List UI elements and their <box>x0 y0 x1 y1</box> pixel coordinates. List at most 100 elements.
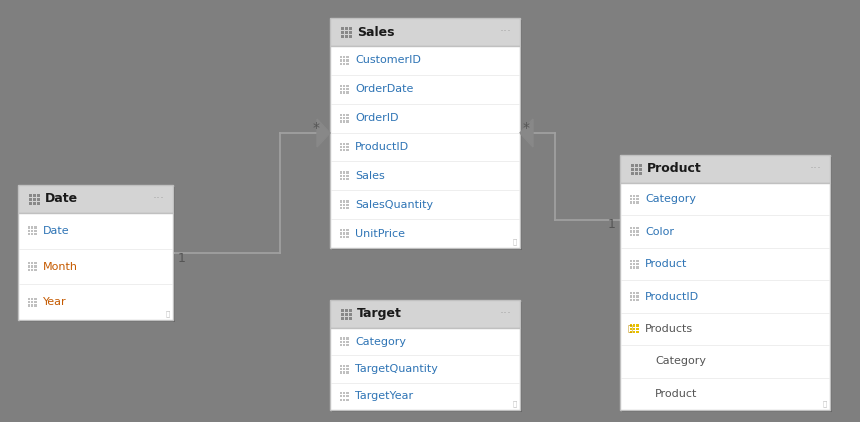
Bar <box>620 155 830 183</box>
Bar <box>341 308 343 311</box>
Bar <box>636 328 638 330</box>
Bar <box>34 230 36 232</box>
Bar <box>340 365 341 367</box>
Bar <box>347 371 348 373</box>
Bar <box>343 88 345 90</box>
Bar <box>341 316 343 319</box>
Bar <box>34 301 36 303</box>
Bar <box>630 260 632 262</box>
Bar <box>343 92 345 94</box>
Bar <box>340 85 341 87</box>
Bar <box>630 163 634 167</box>
Bar <box>348 35 352 38</box>
Bar <box>28 298 30 300</box>
Bar <box>636 263 638 265</box>
Bar <box>347 117 348 119</box>
Bar <box>347 149 348 151</box>
Bar <box>343 175 345 177</box>
Bar <box>340 171 341 174</box>
Bar <box>622 157 832 412</box>
Bar <box>36 197 40 200</box>
Text: ⚿: ⚿ <box>628 325 633 333</box>
Bar <box>347 229 348 231</box>
Bar <box>630 292 632 294</box>
Text: CustomerID: CustomerID <box>355 55 421 65</box>
Bar <box>34 304 36 307</box>
Bar <box>345 316 347 319</box>
Bar <box>28 194 32 197</box>
Text: ⌕: ⌕ <box>166 311 170 317</box>
Bar <box>340 233 341 235</box>
Bar <box>31 262 34 264</box>
Bar <box>28 226 30 229</box>
Polygon shape <box>317 119 330 147</box>
Bar <box>340 368 341 370</box>
Text: Sales: Sales <box>357 25 395 38</box>
Bar <box>33 201 35 205</box>
Bar <box>633 260 636 262</box>
Bar <box>343 233 345 235</box>
Bar <box>340 200 341 203</box>
Bar <box>341 35 343 38</box>
Bar <box>343 120 345 123</box>
Bar <box>636 195 638 197</box>
Text: *: * <box>523 121 530 135</box>
Bar <box>347 344 348 346</box>
Text: OrderDate: OrderDate <box>355 84 414 94</box>
Bar <box>347 200 348 203</box>
Bar <box>347 175 348 177</box>
Bar <box>340 344 341 346</box>
Bar <box>636 266 638 268</box>
Bar <box>630 299 632 301</box>
Text: ProductID: ProductID <box>645 292 699 301</box>
Bar <box>633 201 636 204</box>
Bar <box>340 114 341 116</box>
Bar <box>341 27 343 30</box>
Bar <box>343 146 345 148</box>
Bar <box>340 56 341 58</box>
Bar <box>340 392 341 394</box>
Bar <box>636 234 638 236</box>
Bar <box>340 149 341 151</box>
Bar <box>33 197 35 200</box>
Bar <box>343 341 345 343</box>
Bar <box>33 194 35 197</box>
Bar <box>28 269 30 271</box>
Bar <box>340 236 341 238</box>
Bar <box>347 56 348 58</box>
Bar <box>31 265 34 268</box>
Text: Category: Category <box>645 194 696 204</box>
Bar <box>34 262 36 264</box>
Bar <box>340 59 341 62</box>
Bar <box>633 331 636 333</box>
Bar <box>341 313 343 316</box>
Bar <box>31 298 34 300</box>
Bar <box>343 392 345 394</box>
Bar <box>630 195 632 197</box>
Bar <box>28 262 30 264</box>
Text: Month: Month <box>43 262 78 271</box>
Bar <box>340 203 341 206</box>
Text: Color: Color <box>645 227 674 237</box>
Bar <box>636 227 638 230</box>
Bar <box>18 213 173 320</box>
Bar <box>620 183 830 410</box>
Bar <box>633 325 636 327</box>
Text: ···: ··· <box>810 162 822 176</box>
Bar <box>630 263 632 265</box>
Bar <box>630 230 632 233</box>
Bar <box>343 207 345 209</box>
Bar <box>638 163 642 167</box>
Text: TargetYear: TargetYear <box>355 391 413 401</box>
Text: 1: 1 <box>178 252 186 265</box>
Bar <box>347 392 348 394</box>
Bar <box>340 88 341 90</box>
Bar <box>633 299 636 301</box>
Bar <box>345 308 347 311</box>
Bar <box>347 203 348 206</box>
Bar <box>34 269 36 271</box>
Bar <box>347 143 348 145</box>
Bar <box>347 236 348 238</box>
Bar <box>343 365 345 367</box>
Bar <box>633 198 636 200</box>
